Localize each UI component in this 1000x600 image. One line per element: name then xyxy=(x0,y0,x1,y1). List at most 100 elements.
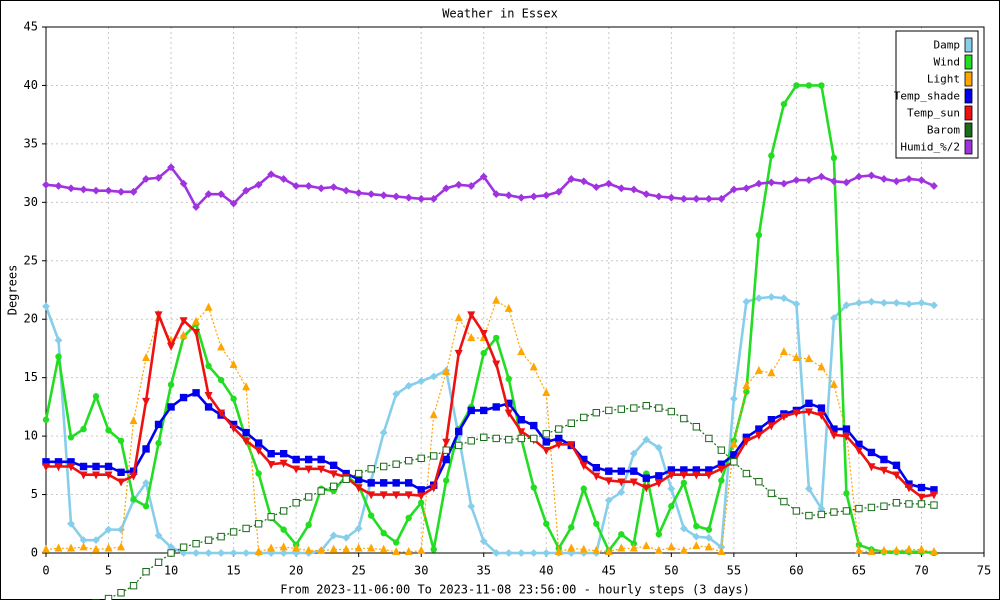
data-point xyxy=(842,301,851,310)
data-point xyxy=(754,179,763,188)
data-point xyxy=(317,455,325,464)
data-point xyxy=(755,425,763,433)
data-point xyxy=(717,446,726,454)
data-point xyxy=(317,487,325,495)
data-point xyxy=(192,316,201,325)
y-tick-label: 20 xyxy=(24,312,38,326)
data-point xyxy=(805,399,813,408)
data-point xyxy=(767,416,776,424)
y-tick-label: 5 xyxy=(31,487,38,501)
data-point xyxy=(305,521,312,529)
x-tick-label: 10 xyxy=(164,564,178,578)
data-point xyxy=(354,524,363,533)
data-point xyxy=(479,172,488,181)
data-point xyxy=(668,503,675,510)
data-point xyxy=(167,163,175,172)
data-point xyxy=(117,589,125,597)
data-point xyxy=(855,504,863,513)
data-point xyxy=(754,431,763,440)
legend-swatch xyxy=(964,54,973,70)
data-point xyxy=(117,542,126,551)
data-point xyxy=(142,445,150,453)
data-point xyxy=(692,532,701,541)
data-point xyxy=(879,545,888,554)
data-point xyxy=(729,439,738,448)
data-point xyxy=(79,462,88,471)
data-point xyxy=(542,438,550,446)
data-point xyxy=(630,404,638,412)
data-point xyxy=(755,231,763,239)
data-point xyxy=(504,303,513,312)
legend-box xyxy=(895,30,979,159)
data-point xyxy=(205,362,212,370)
data-point xyxy=(542,446,551,455)
data-point xyxy=(642,484,651,493)
data-point xyxy=(855,541,863,549)
data-point xyxy=(467,333,476,342)
data-point xyxy=(729,185,738,194)
data-point xyxy=(155,439,162,447)
data-point xyxy=(892,499,901,507)
data-point xyxy=(892,461,901,470)
x-tick-label: 30 xyxy=(414,564,428,578)
data-point xyxy=(54,463,63,472)
data-point xyxy=(592,463,600,472)
data-point xyxy=(667,542,676,551)
data-point xyxy=(867,547,876,556)
data-point xyxy=(154,420,163,429)
data-point xyxy=(818,82,825,89)
data-point xyxy=(129,582,138,590)
data-point xyxy=(404,456,413,465)
data-point xyxy=(704,471,713,480)
data-point xyxy=(880,502,888,510)
data-point xyxy=(717,465,726,474)
data-point xyxy=(455,441,463,450)
data-point xyxy=(142,175,150,183)
data-point xyxy=(930,501,938,509)
data-point xyxy=(505,435,513,444)
data-point xyxy=(342,475,350,484)
data-point xyxy=(279,449,288,458)
data-point xyxy=(579,544,588,553)
data-point xyxy=(304,545,313,554)
y-tick-label: 25 xyxy=(24,253,38,267)
data-point xyxy=(780,100,788,108)
data-point xyxy=(154,311,163,320)
data-point xyxy=(329,470,338,479)
data-point xyxy=(642,190,651,199)
data-point xyxy=(754,294,763,303)
data-point xyxy=(805,511,813,520)
data-point xyxy=(379,191,388,200)
legend-swatch xyxy=(964,88,973,104)
data-point xyxy=(617,488,626,497)
data-point xyxy=(292,499,300,507)
legend-label: Wind xyxy=(934,56,961,69)
data-point xyxy=(142,397,151,406)
data-point xyxy=(217,190,226,199)
data-point xyxy=(267,543,276,552)
data-point xyxy=(804,176,813,185)
chart-title: Weather in Essex xyxy=(442,7,558,21)
data-point xyxy=(804,354,813,363)
data-point xyxy=(492,403,500,411)
data-point xyxy=(929,491,938,500)
data-point xyxy=(742,469,751,478)
data-point xyxy=(554,441,563,450)
data-point xyxy=(104,462,113,471)
data-point xyxy=(742,437,751,446)
data-point xyxy=(267,170,276,179)
data-point xyxy=(843,490,850,497)
data-point xyxy=(54,543,63,552)
data-point xyxy=(742,381,751,390)
data-point xyxy=(142,352,151,361)
data-point xyxy=(530,484,537,491)
data-point xyxy=(279,507,288,515)
data-point xyxy=(867,503,876,512)
data-point xyxy=(417,545,426,554)
data-point xyxy=(767,368,776,377)
data-point xyxy=(792,300,801,308)
data-point xyxy=(429,410,438,419)
legend-swatch xyxy=(964,105,973,121)
data-point xyxy=(392,547,401,556)
